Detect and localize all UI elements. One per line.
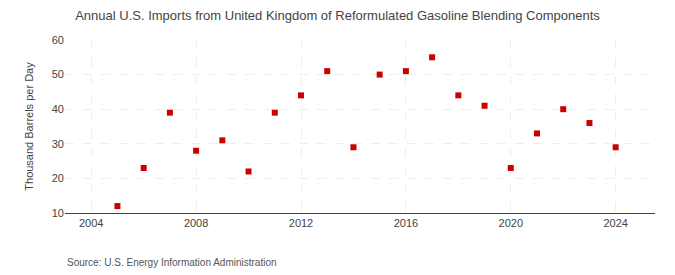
- svg-text:2024: 2024: [603, 217, 627, 229]
- svg-text:2004: 2004: [79, 217, 103, 229]
- svg-text:10: 10: [52, 207, 64, 219]
- svg-text:40: 40: [52, 103, 64, 115]
- svg-text:2008: 2008: [184, 217, 208, 229]
- svg-text:Annual U.S. Imports from Unite: Annual U.S. Imports from United Kingdom …: [75, 8, 600, 23]
- svg-text:50: 50: [52, 68, 64, 80]
- svg-text:60: 60: [52, 34, 64, 46]
- svg-text:2012: 2012: [289, 217, 313, 229]
- svg-text:2016: 2016: [394, 217, 418, 229]
- svg-text:Thousand Barrels per Day: Thousand Barrels per Day: [23, 62, 35, 191]
- svg-text:30: 30: [52, 138, 64, 150]
- svg-text:20: 20: [52, 172, 64, 184]
- svg-text:2020: 2020: [499, 217, 523, 229]
- svg-text:Source: U.S. Energy Informatio: Source: U.S. Energy Information Administ…: [67, 257, 277, 268]
